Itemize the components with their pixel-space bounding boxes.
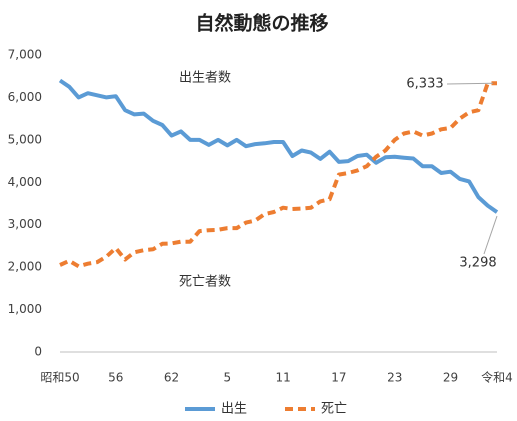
chart-title: 自然動態の推移 — [195, 12, 328, 35]
y-tick-label: 3,000 — [8, 217, 42, 231]
x-tick-label: 23 — [387, 371, 402, 385]
x-tick-label: 令和4 — [481, 370, 513, 385]
y-tick-label: 5,000 — [8, 132, 42, 146]
y-tick-label: 0 — [34, 345, 42, 359]
annotation: 死亡者数 — [179, 275, 231, 290]
legend-label: 死亡 — [321, 402, 347, 417]
y-tick-label: 1,000 — [8, 302, 42, 316]
leader-line — [446, 82, 494, 85]
data-label: 6,333 — [406, 77, 443, 92]
x-tick-label: 11 — [276, 371, 291, 385]
data-label: 3,298 — [459, 256, 496, 271]
x-tick-label: 5 — [224, 371, 232, 385]
x-tick-label: 29 — [443, 371, 458, 385]
y-tick-label: 7,000 — [8, 48, 42, 62]
y-tick-label: 4,000 — [8, 175, 42, 189]
y-tick-label: 6,000 — [8, 90, 42, 104]
x-tick-label: 56 — [108, 371, 123, 385]
x-tick-label: 62 — [164, 371, 179, 385]
annotation: 出生者数 — [179, 71, 231, 86]
x-tick-label: 17 — [331, 371, 346, 385]
y-tick-label: 2,000 — [8, 260, 42, 274]
series-line — [58, 78, 499, 214]
legend-label: 出生 — [221, 402, 247, 417]
leader-line — [483, 215, 498, 255]
x-tick-label: 昭和50 — [40, 371, 79, 385]
